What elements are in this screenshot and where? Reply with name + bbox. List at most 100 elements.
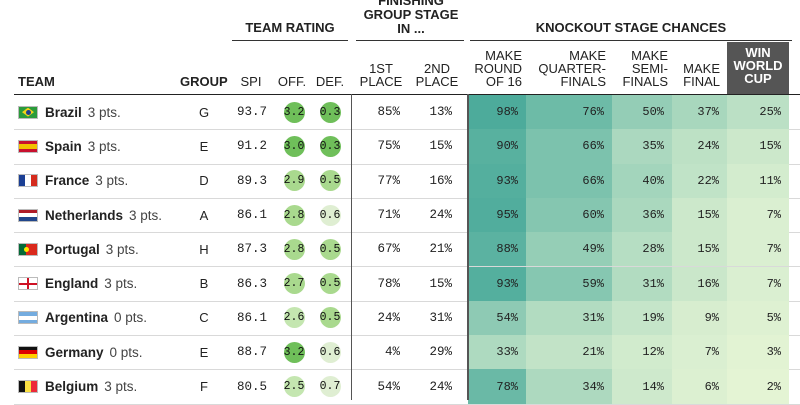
defense-rating-dot: 0.6 (319, 341, 341, 363)
offense-cell: 3.0 (278, 129, 310, 163)
second-place-cell: 24% (429, 208, 452, 223)
first-place-cell: 67% (377, 242, 400, 257)
table-row: Portugal 3 pts. H 87.3 2.8 0.5 67% 21% 8… (14, 232, 800, 268)
defense-cell: 0.5 (314, 267, 346, 301)
quarterfinals-cell: 49% (526, 232, 612, 267)
defense-cell: 0.6 (314, 335, 346, 369)
brazil-flag (18, 105, 38, 119)
semifinals-cell: 40% (612, 163, 672, 198)
col-first-place: 1ST PLACE (359, 61, 403, 89)
col-team: TEAM (18, 74, 55, 89)
team-name: Argentina (45, 310, 109, 326)
col-make-round-of-16: MAKE ROUND OF 16 (474, 48, 522, 89)
finishing-group-stage-header: FINISHING GROUP STAGE IN ... (363, 0, 459, 36)
knockout-stage-header: KNOCKOUT STAGE CHANCES (535, 20, 727, 35)
table-row: England 3 pts. B 86.3 2.7 0.5 78% 15% 93… (14, 266, 800, 302)
team-cell: Brazil 3 pts. (18, 95, 121, 129)
belgium-flag (18, 380, 38, 394)
defense-rating-dot: 0.5 (319, 238, 341, 260)
defense-rating-dot: 0.5 (319, 170, 341, 192)
spi-cell: 87.3 (236, 242, 267, 257)
spi-cell: 80.5 (236, 379, 267, 394)
round-of-16-cell: 95% (468, 197, 526, 233)
final-cell: 9% (672, 300, 727, 336)
semifinals-cell: 50% (612, 95, 672, 130)
spi-cell: 86.1 (236, 208, 267, 223)
group-cell: G (198, 104, 210, 120)
finishing-group-stage-rule (356, 40, 464, 41)
col-second-place: 2ND PLACE (415, 61, 459, 89)
team-points: 3 pts. (104, 379, 138, 395)
offense-rating-dot: 2.8 (283, 238, 305, 260)
group-cell: A (199, 207, 209, 223)
offense-cell: 2.7 (278, 267, 310, 301)
final-cell: 24% (672, 129, 727, 164)
second-place-cell: 31% (429, 310, 452, 325)
col-make-final: MAKE FINAL (683, 61, 720, 89)
team-cell: Spain 3 pts. (18, 129, 121, 163)
first-place-cell: 78% (377, 276, 400, 291)
team-points: 0 pts. (114, 310, 148, 326)
offense-rating-dot: 2.7 (283, 273, 305, 295)
round-of-16-cell: 93% (468, 163, 526, 198)
group-cell: E (199, 138, 209, 154)
defense-rating-dot: 0.3 (319, 101, 341, 123)
first-place-cell: 24% (377, 310, 400, 325)
france-flag (18, 174, 38, 188)
first-place-cell: 75% (377, 139, 400, 154)
group-cell: B (199, 276, 209, 292)
table-row: Spain 3 pts. E 91.2 3.0 0.3 75% 15% 90% 6… (14, 129, 800, 165)
team-cell: Argentina 0 pts. (18, 301, 147, 335)
second-place-cell: 24% (429, 379, 452, 394)
round-of-16-cell: 33% (468, 335, 526, 370)
semifinals-cell: 28% (612, 232, 672, 267)
defense-cell: 0.6 (314, 198, 346, 232)
separator-rating (351, 94, 352, 400)
col-win-world-cup: WIN WORLD CUP (727, 42, 789, 94)
offense-rating-dot: 2.8 (283, 204, 305, 226)
col-spi: SPI (240, 74, 262, 89)
round-of-16-cell: 90% (468, 129, 526, 164)
win-world-cup-cell: 25% (727, 95, 789, 130)
team-name: Portugal (45, 241, 100, 257)
final-cell: 7% (672, 335, 727, 370)
offense-cell: 3.2 (278, 95, 310, 129)
offense-rating-dot: 3.2 (283, 101, 305, 123)
offense-cell: 3.2 (278, 335, 310, 369)
team-cell: Netherlands 3 pts. (18, 198, 162, 232)
semifinals-cell: 19% (612, 300, 672, 336)
col-make-semifinals: MAKE SEMI- FINALS (622, 48, 668, 89)
table-row: Brazil 3 pts. G 93.7 3.2 0.3 85% 13% 98%… (14, 95, 800, 131)
quarterfinals-cell: 31% (526, 300, 612, 336)
second-place-cell: 15% (429, 139, 452, 154)
first-place-cell: 4% (384, 345, 400, 360)
round-of-16-cell: 78% (468, 369, 526, 404)
spi-cell: 91.2 (236, 139, 267, 154)
header-rule (14, 94, 800, 95)
second-place-cell: 29% (429, 345, 452, 360)
round-of-16-cell: 93% (468, 266, 526, 301)
final-cell: 37% (672, 95, 727, 130)
offense-cell: 2.8 (278, 198, 310, 232)
defense-rating-dot: 0.3 (319, 135, 341, 157)
semifinals-cell: 35% (612, 129, 672, 164)
offense-cell: 2.6 (278, 301, 310, 335)
team-points: 0 pts. (109, 344, 143, 360)
win-world-cup-cell: 11% (727, 163, 789, 198)
defense-cell: 0.7 (314, 369, 346, 403)
col-def: DEF. (315, 74, 345, 89)
second-place-cell: 13% (429, 105, 452, 120)
offense-rating-dot: 2.5 (283, 376, 305, 398)
offense-cell: 2.5 (278, 369, 310, 403)
team-points: 3 pts. (129, 207, 163, 223)
group-cell: F (200, 379, 208, 395)
separator-knockout (467, 94, 469, 400)
first-place-cell: 85% (377, 105, 400, 120)
spi-cell: 93.7 (236, 105, 267, 120)
defense-rating-dot: 0.5 (319, 273, 341, 295)
table-row: France 3 pts. D 89.3 2.9 0.5 77% 16% 93%… (14, 163, 800, 199)
team-name: Germany (45, 344, 104, 360)
quarterfinals-cell: 59% (526, 266, 612, 301)
quarterfinals-cell: 66% (526, 129, 612, 164)
group-cell: E (199, 344, 209, 360)
